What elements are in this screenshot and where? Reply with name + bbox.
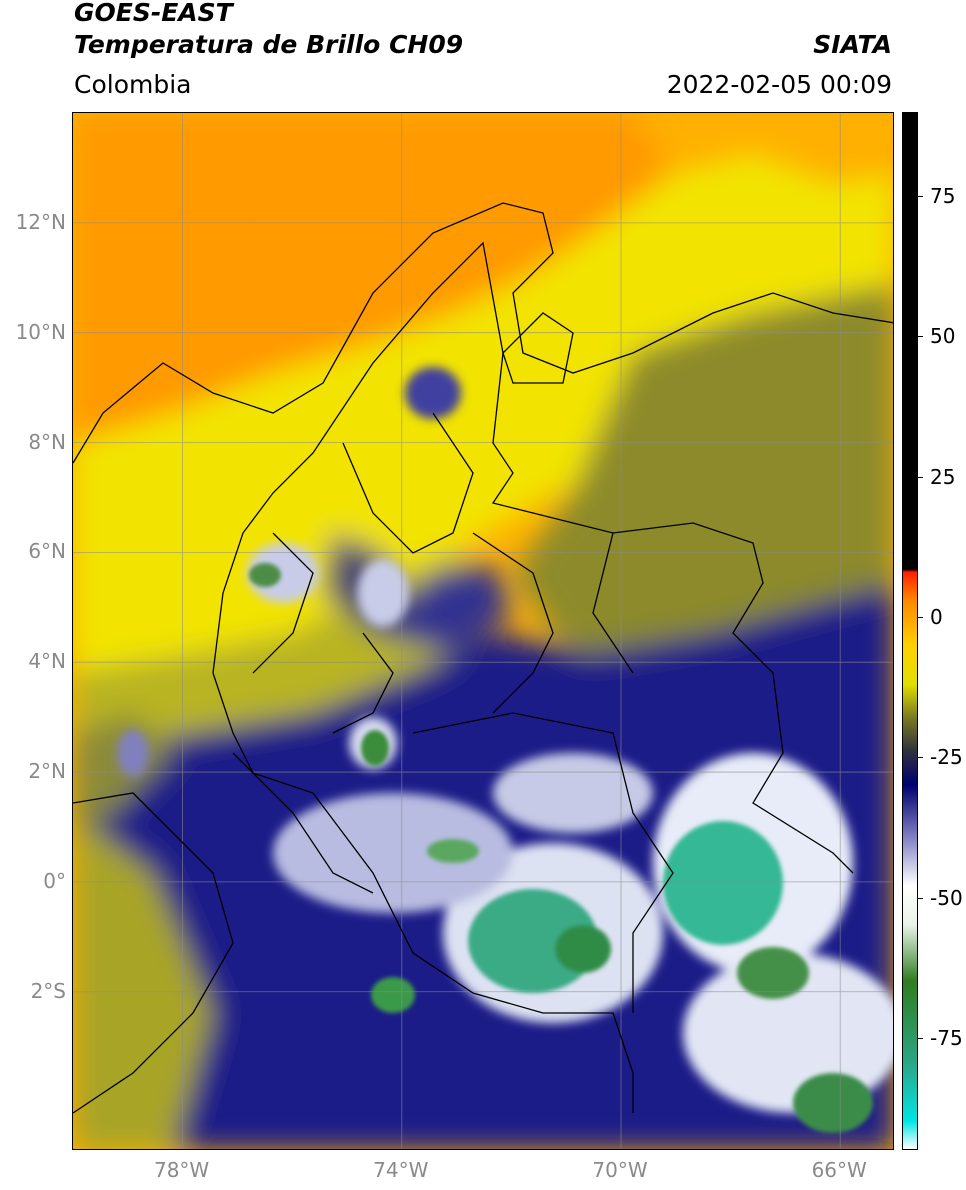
- satellite-map[interactable]: [72, 112, 894, 1150]
- satellite-title: GOES-EAST: [74, 0, 233, 27]
- colorbar-tick-label: -75: [930, 1025, 963, 1050]
- region-label: Colombia: [74, 70, 192, 99]
- lon-label: 70°W: [592, 1158, 648, 1182]
- colorbar: [902, 112, 918, 1150]
- colorbar-tick-mark: [918, 336, 923, 338]
- borders: [73, 202, 893, 1114]
- colorbar-tick-mark: [918, 757, 923, 759]
- agency-label: SIATA: [813, 30, 892, 59]
- lat-label: 0°: [43, 868, 66, 893]
- colorbar-tick-label: -25: [930, 745, 963, 770]
- lon-label: 78°W: [153, 1158, 210, 1182]
- grid-lines: [73, 113, 893, 1149]
- lat-label: 2°S: [30, 978, 66, 1003]
- colorbar-tick-label: 25: [930, 464, 956, 489]
- colorbar-tick-label: 0: [930, 604, 943, 629]
- temperature-field: [73, 113, 893, 1149]
- lat-label: 8°N: [28, 429, 66, 454]
- colorbar-tick-label: 50: [930, 324, 956, 349]
- lon-label: 74°W: [373, 1158, 429, 1182]
- lon-label: 66°W: [811, 1158, 867, 1182]
- product-title: Temperatura de Brillo CH09: [74, 30, 464, 59]
- datetime-label: 2022-02-05 00:09: [666, 70, 892, 99]
- lat-label: 10°N: [15, 319, 66, 344]
- colorbar-tick-label: -50: [930, 885, 963, 910]
- colorbar-tick-mark: [918, 1037, 923, 1039]
- colorbar-tick-mark: [918, 897, 923, 899]
- colorbar-tick-label: 75: [930, 184, 956, 209]
- colorbar-tick-mark: [918, 476, 923, 478]
- lat-label: 6°N: [28, 539, 66, 564]
- colorbar-tick-mark: [918, 616, 923, 618]
- lat-label: 12°N: [15, 209, 66, 234]
- lat-label: 4°N: [28, 649, 66, 674]
- colorbar-tick-mark: [918, 196, 923, 198]
- lat-label: 2°N: [28, 759, 66, 784]
- map-canvas: [73, 113, 893, 1149]
